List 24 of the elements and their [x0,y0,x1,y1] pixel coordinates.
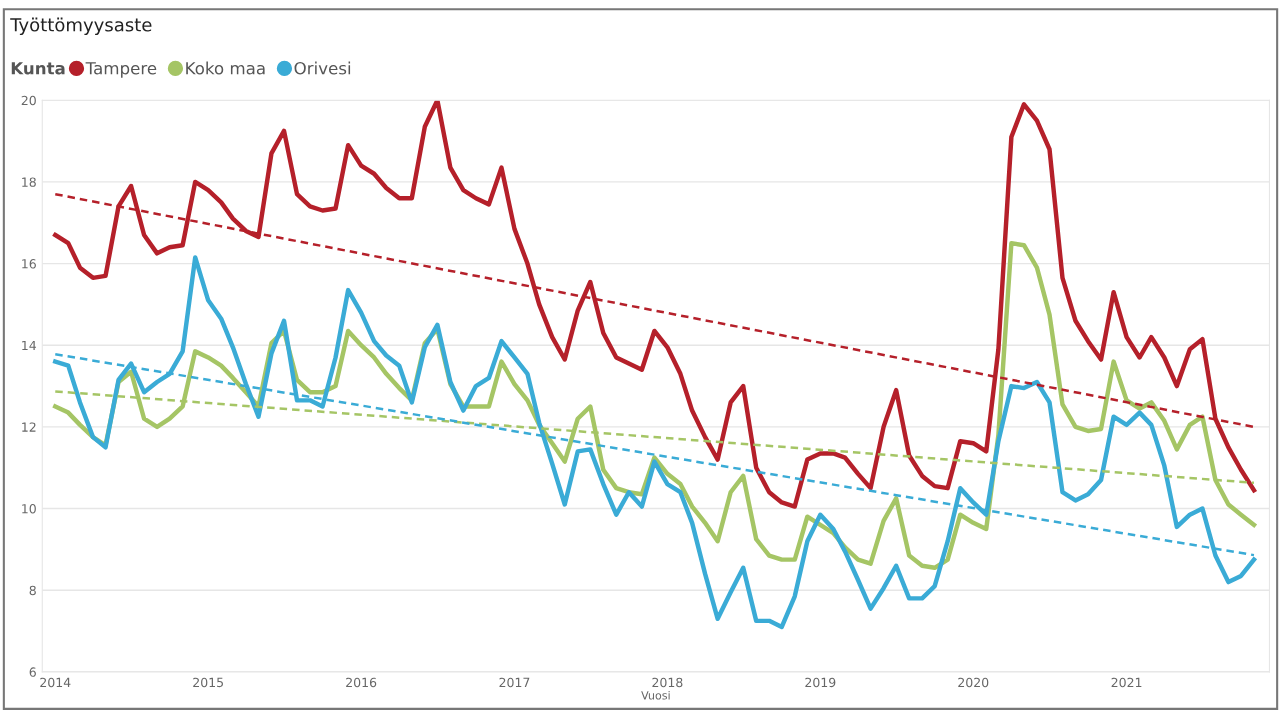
chart-title: Työttömyysaste [10,17,152,36]
y-tick-label: 18 [22,177,36,187]
legend-label: Tampere [85,62,157,78]
y-tick-label: 20 [21,95,36,106]
line-series [53,100,1257,509]
y-tick-label: 8 [29,585,36,596]
x-tick-label: 2019 [805,677,836,688]
x-tick-label: 2016 [346,677,377,688]
legend-title: Kunta [11,62,65,75]
x-tick-label: 2018 [652,677,683,688]
y-tick-label: 16 [22,259,36,269]
x-tick-label: 2017 [499,677,530,688]
y-tick-label: 12 [22,422,36,432]
x-tick-label: 2021 [1111,677,1142,688]
x-axis-title: Vuosi [641,690,670,700]
x-tick-label: 2015 [193,677,223,688]
y-tick-label: 10 [22,504,36,514]
line-series [53,255,1257,630]
legend-label: Orivesi [294,61,351,75]
legend-label: Koko maa [186,61,265,75]
x-tick-label: 2020 [958,677,989,688]
x-tick-label: 2014 [40,677,71,688]
y-tick-label: 6 [29,667,36,677]
y-tick-label: 14 [22,340,37,350]
